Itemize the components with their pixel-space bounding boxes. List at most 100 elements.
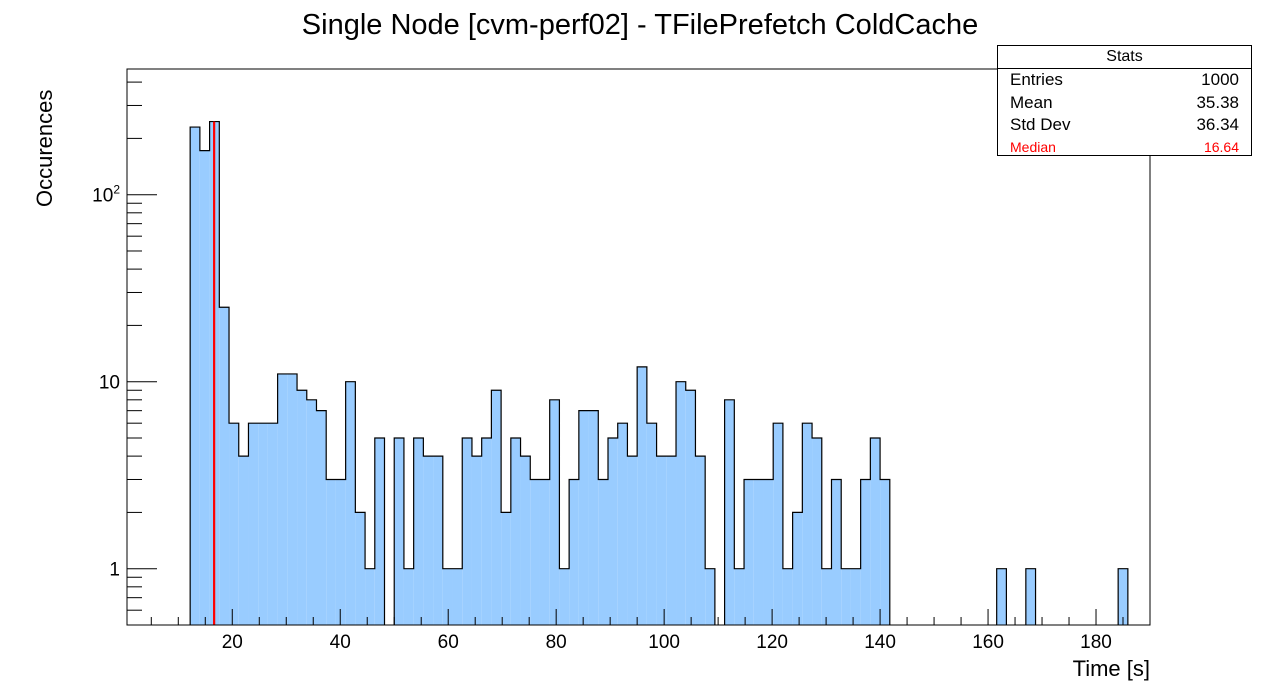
y-tick-label: 10	[99, 373, 120, 394]
histogram-bar-17	[355, 512, 366, 625]
histogram-bar-58	[753, 479, 764, 625]
histogram-bar-63	[802, 423, 813, 625]
histogram-bar-74	[1118, 568, 1128, 625]
histogram-bar-50	[676, 381, 686, 625]
histogram-bar-30	[481, 437, 492, 625]
histogram-bar-53	[705, 568, 715, 625]
histogram-bar-9	[277, 373, 288, 625]
histogram-bar-12	[306, 399, 317, 625]
histogram-bar-67	[841, 568, 851, 625]
histogram-bar-56	[734, 568, 745, 625]
histogram-bar-68	[850, 568, 861, 625]
histogram-bar-42	[598, 479, 608, 625]
histogram-bar-26	[442, 568, 453, 625]
stats-title: Stats	[998, 46, 1251, 69]
histogram-bar-21	[394, 437, 404, 625]
stats-label: Entries	[1010, 70, 1063, 89]
histogram-bar-19	[374, 437, 385, 625]
histogram-bar-57	[744, 479, 754, 625]
histogram-bar-33	[510, 437, 521, 625]
plot-frame	[126, 68, 1151, 626]
histogram-bar-51	[685, 390, 696, 625]
histogram-bar-52	[695, 456, 706, 625]
histogram-bar-3	[219, 307, 230, 625]
histogram-bar-29	[471, 456, 482, 625]
x-axis-label: Time [s]	[1073, 656, 1150, 681]
histogram-bars	[189, 120, 1129, 625]
histogram-bar-4	[229, 423, 239, 625]
x-tick-label: 80	[546, 632, 567, 653]
histogram-bar-72	[996, 568, 1007, 625]
stats-row-mean: Mean 35.38	[998, 92, 1251, 115]
x-tick-label: 180	[1080, 632, 1112, 653]
x-tick-label: 140	[864, 632, 896, 653]
histogram-bar-48	[656, 456, 667, 625]
histogram-bar-66	[831, 479, 842, 625]
x-tick-label: 40	[330, 632, 351, 653]
stats-value: 35.38	[1196, 92, 1239, 112]
x-tick-label: 100	[648, 632, 680, 653]
stats-value: 1000	[1201, 70, 1239, 89]
histogram-bar-23	[413, 437, 424, 625]
histogram-outline	[189, 120, 1129, 625]
histogram-bar-6	[248, 423, 259, 625]
stats-label: Median	[1010, 138, 1056, 155]
histogram-bar-14	[326, 479, 336, 625]
histogram-bar-59	[763, 479, 774, 625]
histogram-bar-0	[190, 127, 200, 625]
x-tick-label: 60	[438, 632, 459, 653]
y-tick-label: 102	[92, 183, 120, 207]
histogram-bar-31	[491, 390, 502, 625]
histogram-bar-64	[812, 437, 822, 625]
histogram-bar-13	[316, 410, 327, 625]
histogram-bar-28	[462, 437, 472, 625]
histogram-bar-65	[821, 568, 832, 625]
chart-title: Single Node [cvm-perf02] - TFilePrefetch…	[302, 9, 978, 41]
histogram-bar-71	[880, 479, 890, 625]
histogram-bar-36	[539, 479, 550, 625]
y-tick-label: 1	[109, 560, 120, 581]
histogram-bar-24	[423, 456, 434, 625]
stats-label: Std Dev	[1010, 115, 1071, 134]
stats-value: 16.64	[1203, 138, 1239, 155]
histogram-bar-40	[578, 410, 589, 625]
histogram-bar-27	[452, 568, 463, 625]
x-axis-ticks: 20 40 60 80 100 120 140 160 180	[150, 609, 1124, 653]
histogram-bar-44	[617, 423, 628, 625]
histogram-bar-43	[608, 437, 618, 625]
histogram-bar-46	[637, 366, 647, 625]
histogram-bar-11	[297, 390, 307, 625]
histogram-bar-32	[501, 512, 511, 625]
histogram-bar-22	[403, 568, 414, 625]
histogram-bar-41	[588, 410, 599, 625]
histogram-bar-61	[782, 568, 793, 625]
stats-box: Stats Entries 1000 Mean 35.38 Std Dev 36…	[997, 45, 1252, 156]
histogram-bar-73	[1025, 568, 1036, 625]
histogram-bar-35	[530, 479, 540, 625]
histogram-bar-38	[559, 568, 570, 625]
histogram-bar-60	[773, 423, 783, 625]
x-tick-label: 20	[222, 632, 243, 653]
histogram-bar-49	[666, 456, 677, 625]
stats-label: Mean	[1010, 92, 1053, 112]
histogram-bar-25	[433, 456, 443, 625]
histogram-bar-62	[792, 512, 803, 625]
histogram-bar-69	[860, 479, 871, 625]
histogram-bar-37	[549, 399, 560, 625]
histogram-bar-47	[646, 423, 657, 625]
histogram-bar-8	[267, 423, 278, 625]
histogram-bar-1	[199, 150, 210, 625]
stats-value: 36.34	[1196, 115, 1239, 134]
x-tick-label: 160	[972, 632, 1004, 653]
histogram-bar-70	[870, 437, 881, 625]
histogram-bar-45	[627, 456, 638, 625]
stats-row-median: Median 16.64	[998, 137, 1251, 157]
histogram-bar-5	[238, 456, 249, 625]
histogram-bar-10	[287, 373, 298, 625]
stats-row-std-dev: Std Dev 36.34	[998, 114, 1251, 137]
histogram-bar-18	[365, 568, 375, 625]
histogram-bar-55	[724, 399, 735, 625]
y-axis-ticks: 1 10 102	[92, 81, 157, 626]
x-tick-label: 120	[756, 632, 788, 653]
